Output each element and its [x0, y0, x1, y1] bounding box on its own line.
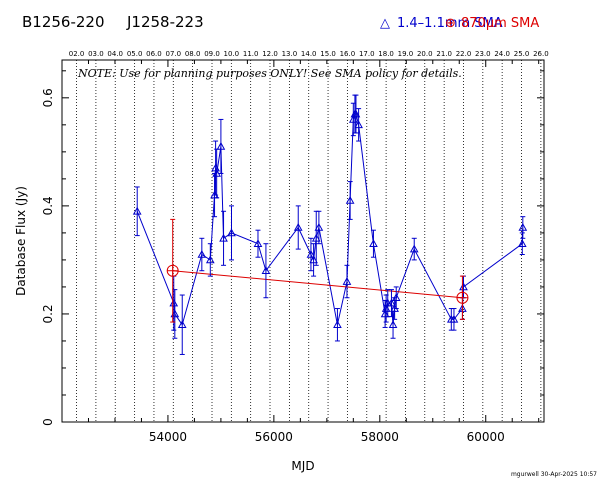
data-point: [306, 249, 316, 258]
legend-blue-symbol: △: [380, 16, 390, 31]
data-point: [311, 233, 321, 242]
year-tick-label: 16.0: [340, 50, 356, 58]
y-tick-label: 0.4: [41, 196, 55, 215]
data-point: [391, 293, 401, 302]
data-point: [449, 314, 459, 323]
year-tick-label: 22.0: [456, 50, 472, 58]
data-point: [409, 244, 419, 253]
year-tick-label: 08.0: [185, 50, 201, 58]
plot-frame: [61, 59, 545, 423]
year-tick-label: 25.0: [514, 50, 530, 58]
y-tick-label: 0.2: [41, 304, 55, 323]
source-alias: J1258-223: [126, 13, 204, 31]
legend-blue-label: 1.4–1.1mm SMA: [397, 16, 503, 31]
source-name: B1256-220: [22, 13, 105, 31]
year-tick-label: 19.0: [398, 50, 414, 58]
year-tick-label: 10.0: [224, 50, 240, 58]
year-tick-label: 03.0: [88, 50, 104, 58]
year-tick-label: 12.0: [262, 50, 278, 58]
data-point: [169, 298, 179, 307]
y-axis-label: Database Flux (Jy): [14, 186, 28, 296]
x-tick-label: 58000: [361, 430, 399, 444]
data-point: [459, 282, 468, 291]
year-tick-label: 04.0: [107, 50, 123, 58]
data-point: [177, 320, 187, 329]
year-tick-label: 17.0: [359, 50, 375, 58]
data-point: [205, 255, 215, 264]
data-point: [132, 206, 142, 215]
data-point: [216, 141, 226, 150]
year-tick-label: 11.0: [243, 50, 259, 58]
data-point: [388, 320, 398, 329]
data-point: [518, 222, 528, 231]
legend-red-symbol: ⊕: [445, 16, 456, 31]
year-labels: 02.0 03.0 04.0 05.0 06.0 07.0 08.0 09.0 10.0 11.0…: [69, 50, 549, 58]
data-point: [387, 298, 396, 307]
series-points: [132, 94, 528, 355]
x-axis-label: MJD: [291, 459, 314, 473]
year-tick-label: 09.0: [204, 50, 220, 58]
year-gridlines: [76, 60, 542, 422]
x-tick-label: 60000: [467, 430, 505, 444]
data-point: [253, 239, 263, 248]
data-point: [197, 249, 207, 258]
x-tick-label: 54000: [149, 430, 187, 444]
data-point: [369, 239, 378, 248]
year-tick-label: 24.0: [494, 50, 510, 58]
data-point: [354, 120, 363, 129]
year-tick-label: 13.0: [282, 50, 298, 58]
year-tick-label: 02.0: [69, 50, 85, 58]
data-point: [517, 239, 527, 248]
data-point: [345, 195, 355, 204]
year-tick-label: 07.0: [165, 50, 181, 58]
planning-note: NOTE: Use for planning purposes ONLY! Se…: [77, 67, 462, 80]
data-point: [342, 276, 352, 285]
data-point: [293, 222, 303, 231]
legend-red-label: 870μm SMA: [461, 16, 539, 31]
year-tick-label: 15.0: [320, 50, 336, 58]
x-axis: 54000 56000 58000 60000: [87, 60, 540, 444]
year-tick-label: 18.0: [378, 50, 394, 58]
y-tick-label: 0.6: [41, 88, 55, 107]
year-tick-label: 23.0: [475, 50, 491, 58]
data-point: [380, 309, 390, 318]
year-tick-label: 06.0: [146, 50, 162, 58]
timestamp-stamp: mgurwell 30-Apr-2025 10:57: [511, 471, 597, 478]
y-axis: 0 0.2 0.4 0.6: [41, 70, 544, 426]
data-point: [219, 233, 228, 242]
year-tick-label: 05.0: [127, 50, 143, 58]
year-tick-label: 14.0: [301, 50, 317, 58]
data-point: [261, 266, 271, 275]
x-tick-label: 56000: [255, 430, 293, 444]
data-point: [314, 222, 324, 231]
y-tick-label: 0: [41, 418, 55, 426]
year-tick-label: 21.0: [436, 50, 452, 58]
year-tick-label: 20.0: [417, 50, 433, 58]
series-line: [172, 270, 463, 299]
data-point: [333, 320, 342, 329]
year-tick-label: 26.0: [533, 50, 549, 58]
data-point: [227, 228, 236, 237]
data-point: [309, 255, 318, 264]
data-point: [351, 109, 361, 118]
